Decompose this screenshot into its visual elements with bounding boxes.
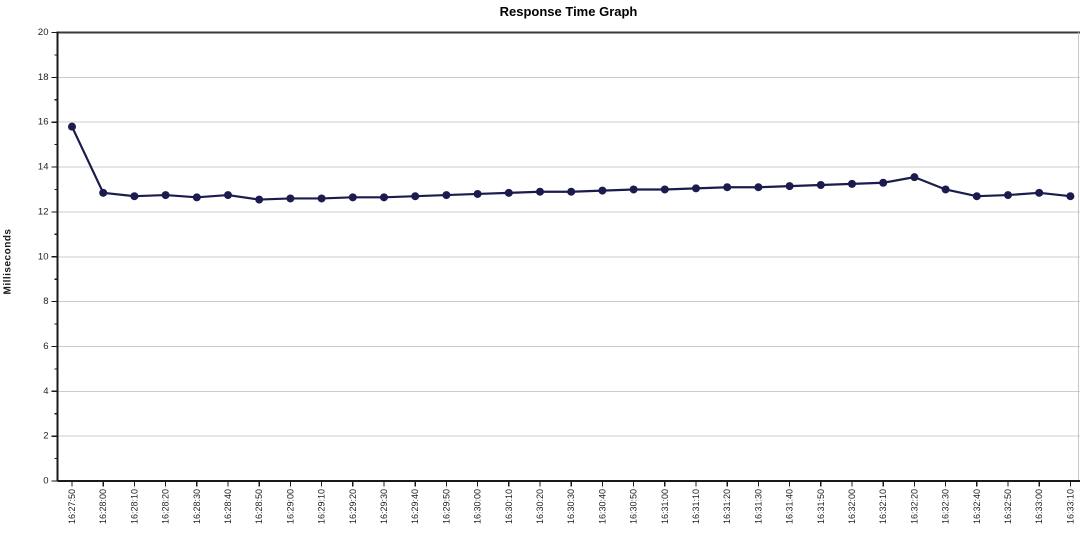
x-tick-label: 16:28:00	[98, 489, 108, 524]
data-point	[848, 179, 856, 188]
data-point	[941, 185, 950, 194]
data-point	[972, 192, 981, 201]
x-tick-label: 16:31:20	[722, 489, 732, 524]
response-time-series	[68, 122, 1075, 204]
data-point	[910, 173, 919, 182]
data-point	[68, 122, 76, 131]
x-tick-label: 16:30:20	[535, 489, 545, 524]
x-tick-label: 16:33:00	[1034, 489, 1044, 524]
y-tick-label: 8	[43, 296, 48, 307]
gridlines	[57, 76, 1080, 437]
data-point	[1035, 188, 1044, 197]
data-point	[473, 189, 482, 198]
x-tick-label: 16:30:40	[597, 489, 607, 524]
x-tick-label: 16:29:00	[285, 489, 295, 524]
x-tick-label: 16:32:10	[878, 489, 888, 524]
data-point	[816, 180, 825, 189]
x-tick-label: 16:31:40	[785, 489, 795, 524]
x-tick-label: 16:29:30	[379, 489, 389, 524]
x-tick-label: 16:31:10	[691, 489, 701, 524]
y-tick-label: 20	[38, 27, 49, 38]
data-point	[130, 192, 139, 201]
chart-title: Response Time Graph	[499, 4, 638, 19]
x-tick-label: 16:29:10	[317, 489, 327, 524]
x-tick-label: 16:30:30	[566, 489, 576, 524]
x-tick-label: 16:28:50	[254, 489, 264, 524]
data-point	[99, 188, 108, 197]
data-point	[629, 185, 638, 194]
x-tick-label: 16:29:50	[441, 489, 451, 524]
data-point	[567, 187, 576, 196]
x-tick-label: 16:30:00	[473, 489, 483, 524]
data-point	[785, 182, 794, 191]
data-point	[442, 191, 451, 200]
data-point	[161, 191, 170, 200]
y-tick-label: 6	[43, 341, 48, 352]
x-tick-label: 16:32:40	[972, 489, 982, 524]
data-point	[192, 193, 201, 202]
x-tick-label: 16:32:00	[847, 489, 857, 524]
y-tick-label: 10	[38, 251, 49, 262]
x-tick-label: 16:28:10	[129, 489, 139, 524]
y-axis-ticks: 0 2 4 6 8 10 12 14 16 18 20	[38, 27, 58, 487]
y-tick-label: 14	[38, 162, 49, 173]
x-tick-label: 16:31:00	[660, 489, 670, 524]
x-tick-label: 16:29:20	[348, 489, 358, 524]
data-point	[692, 184, 700, 193]
y-tick-label: 12	[38, 206, 49, 217]
x-tick-label: 16:30:10	[504, 489, 514, 524]
y-tick-label: 18	[38, 72, 49, 83]
x-tick-label: 16:33:10	[1065, 489, 1075, 524]
x-tick-label: 16:28:30	[192, 489, 202, 524]
data-point	[536, 187, 544, 196]
y-tick-label: 4	[43, 386, 48, 397]
x-tick-label: 16:28:40	[223, 489, 233, 524]
data-point	[224, 191, 232, 200]
data-point	[286, 194, 295, 203]
x-tick-label: 16:29:40	[410, 489, 420, 524]
data-point	[504, 188, 513, 197]
data-point	[598, 186, 607, 195]
y-tick-label: 0	[43, 476, 48, 487]
x-tick-label: 16:31:50	[816, 489, 826, 524]
x-tick-label: 16:32:20	[909, 489, 919, 524]
x-tick-label: 16:30:50	[629, 489, 639, 524]
data-point	[1066, 192, 1075, 201]
y-tick-label: 2	[43, 431, 48, 442]
data-point	[348, 193, 357, 202]
data-point	[723, 183, 732, 192]
data-point	[879, 178, 888, 187]
x-tick-label: 16:31:30	[753, 489, 763, 524]
plot-frame	[57, 31, 1080, 481]
x-axis-ticks: 16:27:50 16:28:00 16:28:10 16:28:20 16:28:30…	[67, 481, 1075, 524]
data-point	[317, 194, 326, 203]
data-point	[754, 183, 763, 192]
x-tick-label: 16:32:30	[941, 489, 951, 524]
data-point	[1004, 191, 1012, 200]
x-tick-label: 16:28:20	[161, 489, 171, 524]
data-point	[255, 195, 264, 204]
data-point	[660, 185, 669, 194]
data-point	[380, 193, 388, 202]
x-tick-label: 16:27:50	[67, 489, 77, 524]
data-point	[411, 192, 420, 201]
y-tick-label: 16	[38, 117, 49, 128]
x-tick-label: 16:32:50	[1003, 489, 1013, 524]
